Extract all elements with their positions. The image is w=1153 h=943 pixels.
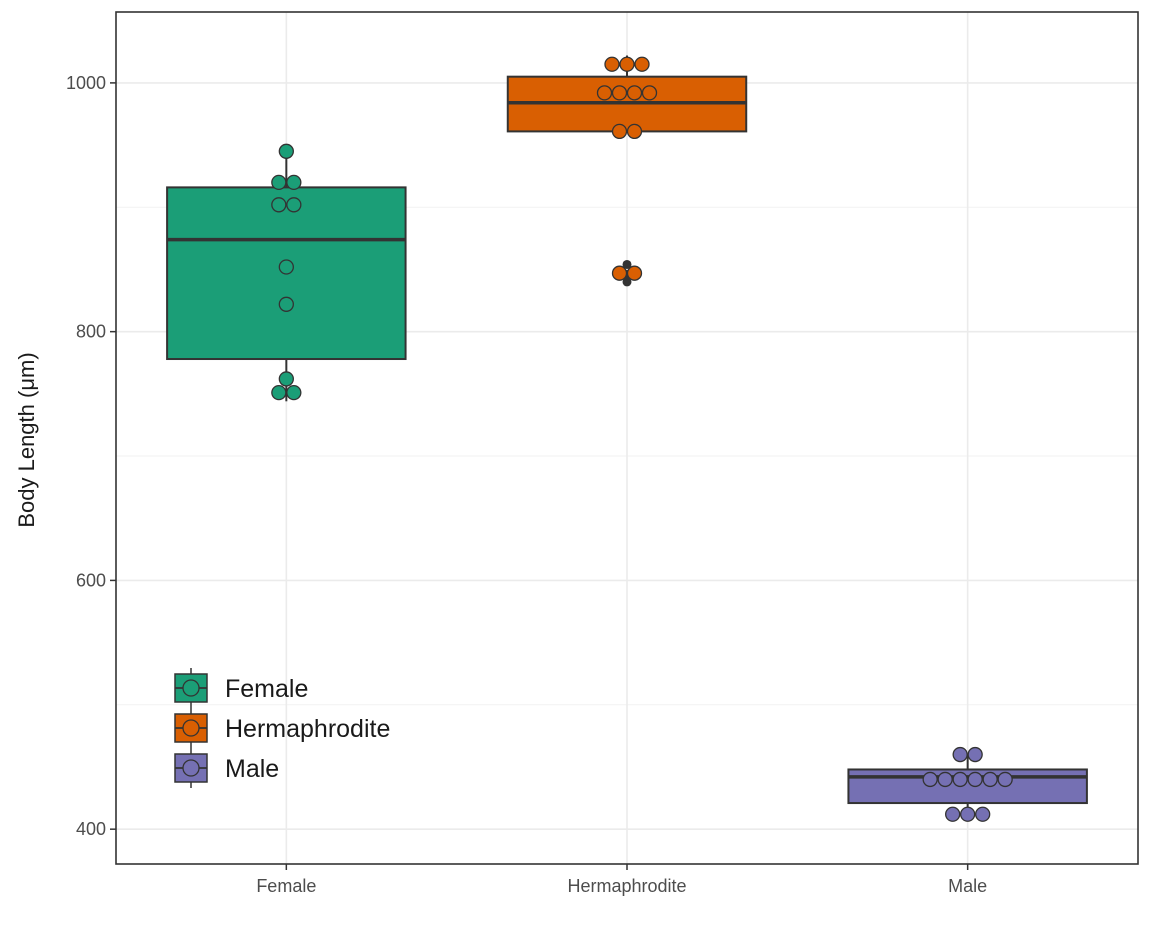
- data-point: [953, 772, 967, 786]
- data-point: [953, 748, 967, 762]
- data-point: [628, 266, 642, 280]
- data-point: [287, 198, 301, 212]
- data-point: [272, 386, 286, 400]
- x-tick-label: Hermaphrodite: [567, 876, 686, 896]
- data-point: [598, 86, 612, 100]
- data-point: [613, 266, 627, 280]
- legend-key-point: [183, 680, 199, 696]
- box-group-male: [848, 755, 1086, 815]
- data-points: [272, 57, 1012, 821]
- legend-label: Hermaphrodite: [225, 715, 390, 743]
- y-tick-label: 800: [76, 322, 106, 342]
- data-point: [923, 772, 937, 786]
- data-point: [272, 175, 286, 189]
- box-group-female: [167, 151, 405, 401]
- data-point: [628, 86, 642, 100]
- x-axis-ticks: Female Hermaphrodite Male: [256, 864, 987, 896]
- legend: Female Hermaphrodite Male: [175, 668, 390, 788]
- legend-item-hermaphrodite: Hermaphrodite: [175, 708, 390, 748]
- data-point: [279, 297, 293, 311]
- data-point: [272, 198, 286, 212]
- data-point: [279, 144, 293, 158]
- data-point: [998, 772, 1012, 786]
- data-point: [938, 772, 952, 786]
- y-tick-label: 600: [76, 570, 106, 590]
- data-point: [968, 772, 982, 786]
- data-point: [620, 57, 634, 71]
- data-point: [287, 175, 301, 189]
- data-point: [635, 57, 649, 71]
- y-axis-title: Body Length (μm): [14, 352, 39, 527]
- data-point: [279, 372, 293, 386]
- legend-item-male: Male: [175, 748, 279, 788]
- y-axis-ticks: 400 600 800 1000: [66, 73, 116, 839]
- legend-item-female: Female: [175, 668, 308, 708]
- data-point: [961, 807, 975, 821]
- x-tick-label: Male: [948, 876, 987, 896]
- data-point: [643, 86, 657, 100]
- x-tick-label: Female: [256, 876, 316, 896]
- data-point: [613, 86, 627, 100]
- legend-label: Male: [225, 755, 279, 783]
- y-tick-label: 1000: [66, 73, 106, 93]
- y-tick-label: 400: [76, 819, 106, 839]
- legend-label: Female: [225, 675, 308, 703]
- legend-key-point: [183, 720, 199, 736]
- data-point: [279, 260, 293, 274]
- data-point: [968, 748, 982, 762]
- data-point: [946, 807, 960, 821]
- box-iqr: [848, 769, 1086, 803]
- data-point: [983, 772, 997, 786]
- data-point: [613, 124, 627, 138]
- data-point: [628, 124, 642, 138]
- data-point: [287, 386, 301, 400]
- data-point: [605, 57, 619, 71]
- data-point: [976, 807, 990, 821]
- legend-key-point: [183, 760, 199, 776]
